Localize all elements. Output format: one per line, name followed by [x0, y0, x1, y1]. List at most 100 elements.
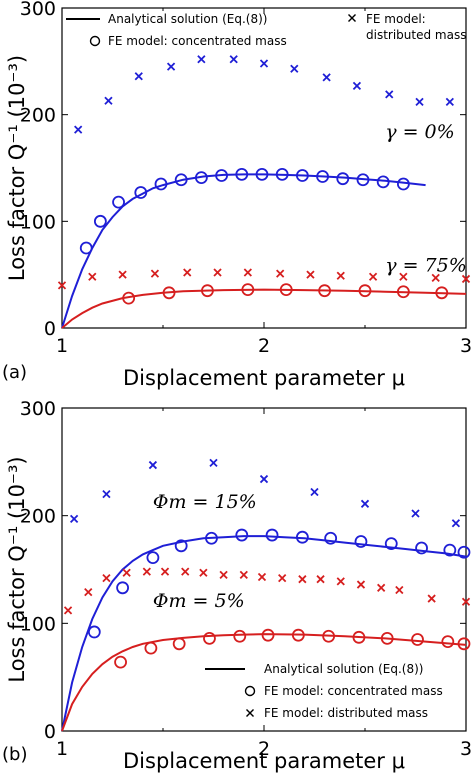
cross-marker: [63, 606, 73, 615]
cross-marker: [104, 96, 113, 105]
cross-stroke: [199, 568, 208, 577]
cross-marker: [451, 519, 461, 528]
cross-stroke: [368, 272, 378, 281]
circle-marker: [122, 291, 136, 305]
cross-marker: [259, 474, 269, 484]
y-tick-label: 300: [20, 0, 56, 20]
cross-stroke: [166, 62, 176, 71]
cross-stroke: [160, 567, 170, 576]
legend-circle-swatch: [244, 685, 256, 697]
chart-panel-1: 0 100 200 300 1 2 3 Displacement parameter μ Los…: [2, 0, 472, 390]
circle-marker: [154, 177, 168, 191]
y-tick-label: 100: [20, 613, 56, 635]
circle-marker: [205, 531, 218, 545]
cross-marker: [148, 460, 158, 470]
legend-label: FE model: concentrated mass: [264, 684, 443, 698]
cross-marker: [290, 64, 299, 73]
x-tick-label: 1: [56, 738, 68, 760]
cross-stroke: [209, 458, 218, 468]
cross-stroke: [431, 273, 440, 283]
cross-stroke: [306, 270, 315, 279]
legend-label: Analytical solution (Eq.(8)): [264, 662, 423, 676]
cross-marker: [298, 575, 307, 584]
cross-marker: [118, 270, 127, 279]
circle-marker: [235, 528, 249, 542]
circle-marker: [87, 625, 101, 639]
cross-stroke: [399, 272, 408, 281]
circle-marker: [443, 543, 457, 557]
cross-stroke: [427, 594, 436, 603]
cross-stroke: [148, 460, 158, 470]
legend: Analytical solution (Eq.(8)) FE model: co…: [205, 662, 443, 720]
cross-stroke: [336, 271, 345, 280]
series-2: [57, 268, 471, 329]
cross-marker: [142, 567, 151, 576]
cross-stroke: [102, 489, 111, 499]
circle-marker: [261, 628, 275, 642]
x-tick-label: 3: [460, 335, 472, 357]
cross-stroke: [88, 272, 97, 281]
x-tick-label: 2: [258, 738, 270, 760]
cross-stroke: [298, 575, 307, 584]
legend-label: Analytical solution (Eq.(8)): [108, 12, 267, 26]
cross-marker: [199, 568, 208, 577]
cross-stroke: [451, 519, 461, 528]
cross-marker: [134, 72, 143, 81]
cross-marker: [360, 499, 370, 508]
cross-marker: [57, 281, 67, 290]
circle-marker: [415, 541, 428, 555]
cross-marker: [84, 587, 93, 597]
circle-marker: [233, 629, 247, 643]
cross-marker: [356, 580, 366, 589]
circle-marker: [134, 186, 148, 199]
cross-stroke: [118, 270, 127, 279]
y-tick-label: 200: [20, 105, 56, 127]
cross-marker: [122, 568, 131, 577]
cross-marker: [431, 273, 440, 283]
cross-marker: [310, 487, 319, 497]
cross-stroke: [57, 281, 67, 290]
cross-stroke: [259, 59, 269, 68]
cross-stroke: [336, 577, 345, 586]
cross-stroke: [142, 567, 151, 576]
circle-marker: [396, 177, 410, 191]
cross-stroke: [377, 583, 386, 592]
cross-stroke: [276, 269, 285, 278]
cross-marker: [415, 97, 424, 107]
cross-marker: [411, 509, 420, 518]
cross-stroke: [102, 573, 111, 583]
circle-marker: [457, 545, 471, 559]
circle-marker: [295, 169, 309, 182]
cross-marker: [150, 269, 160, 278]
cross-marker: [368, 272, 378, 281]
cross-stroke: [352, 81, 362, 91]
circle-marker: [336, 172, 350, 186]
chart-panel-2: 0 100 200 300 1 2 3 Displacement parameter μ Los…: [2, 398, 472, 773]
series-curve: [61, 288, 467, 329]
circle-marker: [316, 170, 329, 183]
circle-marker: [174, 173, 188, 187]
circle-marker: [201, 284, 214, 298]
cross-stroke: [63, 606, 73, 615]
circle-marker: [411, 633, 424, 646]
legend-cross-swatch: [246, 709, 254, 717]
cross-marker: [336, 271, 345, 280]
cross-marker: [209, 458, 218, 468]
circle-marker: [215, 169, 228, 182]
circle-marker: [112, 195, 125, 209]
cross-stroke: [316, 575, 325, 584]
cross-marker: [461, 597, 471, 606]
circle-marker: [435, 286, 449, 300]
cross-stroke: [243, 268, 252, 277]
cross-stroke: [257, 572, 267, 582]
cross-stroke: [150, 269, 160, 278]
cross-marker: [322, 73, 331, 82]
cross-marker: [278, 573, 287, 583]
circle-marker: [318, 284, 332, 298]
circle-marker: [116, 581, 129, 595]
cross-marker: [399, 272, 408, 281]
cross-stroke: [183, 268, 192, 277]
legend: Analytical solution (Eq.(8)) FE model: co…: [66, 12, 466, 48]
cross-marker: [74, 125, 83, 134]
cross-marker: [427, 594, 436, 603]
